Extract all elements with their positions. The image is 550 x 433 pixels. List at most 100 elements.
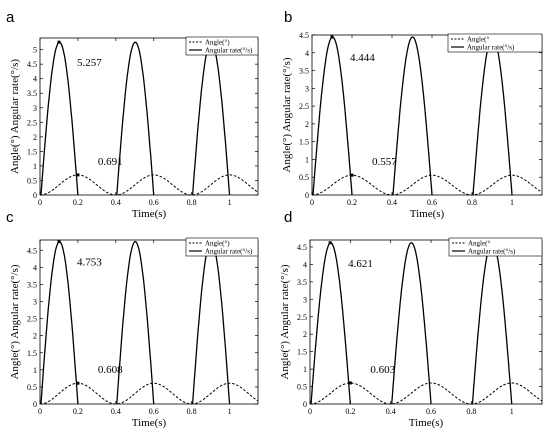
legend-box xyxy=(185,237,259,257)
panel-letter: d xyxy=(284,209,292,226)
x-tick-label: 0.2 xyxy=(345,407,355,416)
x-tick-label: 0.8 xyxy=(467,198,477,207)
y-tick-label: 1.5 xyxy=(297,348,307,357)
y-tick-label: 1.5 xyxy=(299,138,309,147)
y-tick-label: 5 xyxy=(33,46,37,55)
x-axis-label: Time(s) xyxy=(132,417,167,429)
legend: Angle(°)Angular rate(°/s) xyxy=(185,237,259,257)
y-tick-label: 4.5 xyxy=(297,243,307,252)
annotation-marker xyxy=(57,40,61,44)
x-tick-label: 1 xyxy=(510,198,514,207)
x-tick-label: 0.6 xyxy=(149,407,159,416)
chart-panel-a: a 0 0.2 0.4 0.6 0.8 1 0 0.5 1 1.5 2 2.5 3 3.5 4 4.5 5 Time… xyxy=(6,9,259,220)
annotation-marker xyxy=(76,173,80,177)
annotation-marker xyxy=(330,35,334,39)
y-tick-label: 1 xyxy=(33,366,37,375)
series-line-angle xyxy=(40,174,259,196)
legend-label-angle: Angle(° xyxy=(467,36,489,44)
annotation-marker xyxy=(328,241,332,245)
y-tick-label: 4.5 xyxy=(299,31,309,40)
y-axis-label: Angle(°) Angular rate(°/s) xyxy=(9,59,21,174)
y-tick-label: 4 xyxy=(33,263,37,272)
y-tick-label: 0 xyxy=(33,191,37,200)
y-tick-label: 4.5 xyxy=(27,60,37,69)
x-axis-label: Time(s) xyxy=(410,208,445,220)
annotation-marker xyxy=(76,381,80,385)
y-tick-label: 4 xyxy=(303,260,307,269)
series-line-angular-rate xyxy=(312,36,513,196)
panel-letter: a xyxy=(6,9,15,26)
legend-box xyxy=(448,237,543,257)
x-tick-label: 0.2 xyxy=(347,198,357,207)
y-tick-label: 2.5 xyxy=(27,315,37,324)
annotation-label: 0.603 xyxy=(370,364,395,376)
series-line-angular-rate xyxy=(40,41,231,196)
panel-letter: c xyxy=(6,209,14,226)
legend-label-angle: Angle(°) xyxy=(205,39,230,47)
y-tick-label: 0.5 xyxy=(297,383,307,392)
series-line-angle xyxy=(40,382,259,405)
y-tick-label: 3 xyxy=(305,84,309,93)
plot-frame xyxy=(311,34,543,196)
x-tick-label: 0.8 xyxy=(466,407,476,416)
y-tick-label: 1 xyxy=(305,155,309,164)
annotation-marker xyxy=(350,173,354,177)
y-tick-label: 0.5 xyxy=(299,173,309,182)
x-tick-label: 0.4 xyxy=(386,407,396,416)
y-tick-label: 3.5 xyxy=(27,89,37,98)
y-tick-label: 3.5 xyxy=(299,67,309,76)
x-tick-label: 0.4 xyxy=(111,407,121,416)
series-line-angle xyxy=(312,174,543,196)
x-tick-label: 1 xyxy=(228,407,232,416)
legend-label-angular-rate: Angular rate(°/s) xyxy=(205,47,253,55)
x-tick-label: 0.6 xyxy=(426,407,436,416)
annotation-label: 4.621 xyxy=(348,258,373,270)
y-tick-label: 1.5 xyxy=(27,147,37,156)
series-line-angular-rate xyxy=(40,240,231,405)
legend: Angle(°)Angular rate(°/s) xyxy=(185,36,259,56)
annotation-marker xyxy=(57,240,61,244)
series-line-angle xyxy=(310,382,543,405)
y-tick-label: 0 xyxy=(303,400,307,409)
y-tick-label: 0 xyxy=(33,400,37,409)
y-tick-label: 0.5 xyxy=(27,176,37,185)
y-tick-label: 4 xyxy=(33,75,37,84)
chart-panel-b: b 0 0.2 0.4 0.6 0.8 1 0 0.5 1 1.5 2 2.5 3 3.5 4 4.5 Time(… xyxy=(281,9,543,220)
plot-frame xyxy=(39,37,259,196)
x-axis-label: Time(s) xyxy=(409,417,444,429)
y-tick-label: 2.5 xyxy=(297,313,307,322)
y-tick-label: 1.5 xyxy=(27,349,37,358)
y-tick-label: 3.5 xyxy=(297,278,307,287)
y-tick-label: 3 xyxy=(33,298,37,307)
y-tick-label: 2.5 xyxy=(299,102,309,111)
x-tick-label: 0.4 xyxy=(387,198,397,207)
y-tick-label: 0.5 xyxy=(27,383,37,392)
y-tick-label: 3 xyxy=(303,295,307,304)
x-tick-label: 0.6 xyxy=(427,198,437,207)
annotation-label: 5.257 xyxy=(77,57,102,69)
y-tick-label: 4.5 xyxy=(27,246,37,255)
x-tick-label: 0.6 xyxy=(149,198,159,207)
legend-label-angular-rate: Angular rate(°/s) xyxy=(205,248,253,256)
x-tick-label: 1 xyxy=(510,407,514,416)
x-tick-label: 1 xyxy=(228,198,232,207)
annotation-label: 0.608 xyxy=(98,364,123,376)
y-axis-label: Angle(°) Angular rate(°/s) xyxy=(9,264,21,379)
x-tick-label: 0.8 xyxy=(187,407,197,416)
legend-box xyxy=(447,33,543,53)
x-tick-label: 0.4 xyxy=(111,198,121,207)
y-tick-label: 2 xyxy=(305,120,309,129)
x-tick-label: 0 xyxy=(310,198,314,207)
y-tick-label: 2 xyxy=(33,133,37,142)
legend-label-angular-rate: Angular rate(°/s) xyxy=(467,44,515,52)
chart-panel-c: c 0 0.2 0.4 0.6 0.8 1 0 0.5 1 1.5 2 2.5 3 3.5 4 4.5 Time(… xyxy=(6,209,259,429)
panel-letter: b xyxy=(284,9,292,26)
legend-label-angle: Angle(° xyxy=(468,240,490,248)
y-tick-label: 4 xyxy=(305,49,309,58)
chart-panel-d: d 0 0.2 0.4 0.6 0.8 1 0 0.5 1 1.5 2 2.5 3 3.5 4 4.5 Time(… xyxy=(279,209,543,429)
y-axis-label: Angle(°) Angular rate(°/s) xyxy=(279,264,291,379)
y-tick-label: 3 xyxy=(33,104,37,113)
y-tick-label: 0 xyxy=(305,191,309,200)
series-line-angular-rate xyxy=(310,242,513,405)
